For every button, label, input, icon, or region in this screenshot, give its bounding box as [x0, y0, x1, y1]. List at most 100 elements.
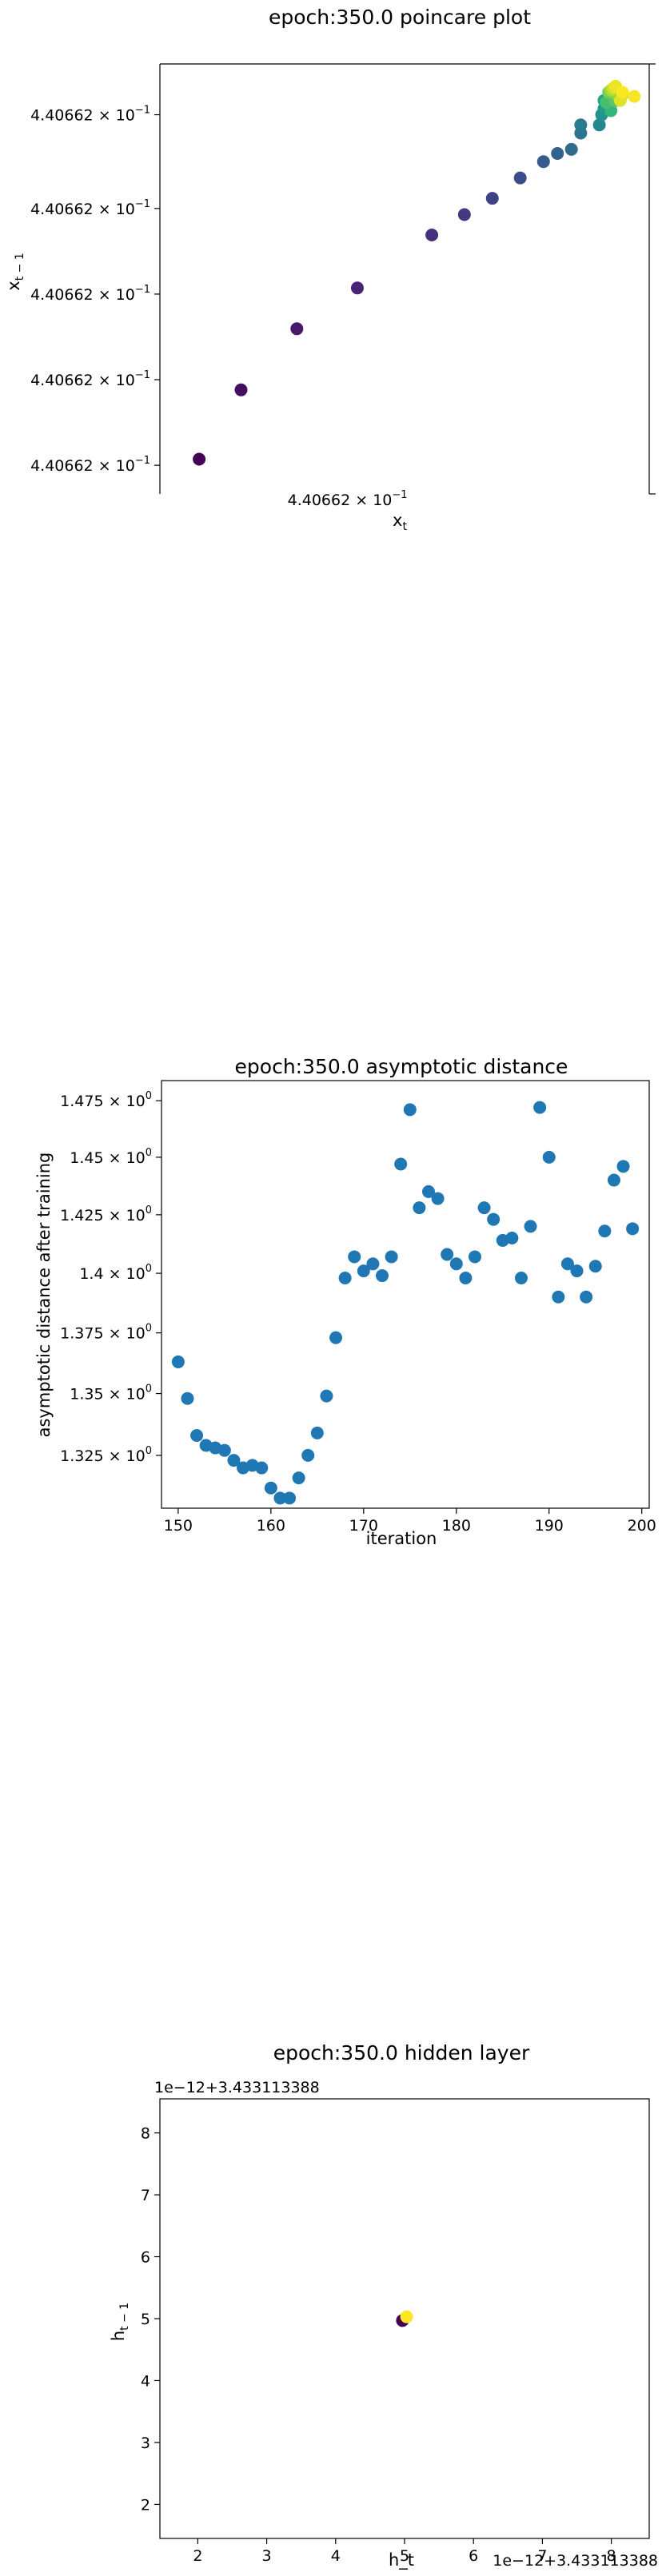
- chart-title: epoch:350.0 hidden layer: [273, 2041, 530, 2064]
- data-point: [457, 208, 471, 221]
- data-point: [193, 452, 206, 466]
- data-point: [487, 1212, 501, 1226]
- data-point: [310, 1426, 324, 1439]
- data-point: [376, 1269, 389, 1283]
- y-tick-label: 7: [141, 2187, 150, 2204]
- y-tick-label: 1.325 × 100: [60, 1445, 152, 1465]
- asymptotic-distance-chart: epoch:350.0 asymptotic distance 150 160 17…: [34, 1055, 656, 1548]
- data-point: [598, 1224, 612, 1238]
- x-axis-label: xt: [393, 511, 407, 533]
- x-tick-label: 2: [193, 2547, 202, 2565]
- data-point: [505, 1231, 519, 1244]
- data-point: [536, 155, 550, 169]
- data-point: [320, 1389, 333, 1403]
- data-point: [385, 1250, 398, 1264]
- y-axis-label: ht − 1: [109, 2303, 131, 2341]
- asymptotic-ticks: 150 160 170 180 190 200 1.325 × 100 1.35 × 100 1…: [60, 1090, 656, 1535]
- data-point: [190, 1428, 204, 1442]
- y-offset-label: 1e−12+3.433113388: [154, 2079, 320, 2096]
- y-tick-label: 4.40662 × 10−1: [30, 455, 150, 475]
- x-tick-label: 200: [628, 1517, 656, 1535]
- x-tick-label: 4: [331, 2547, 341, 2565]
- y-axis-label: xt − 1: [4, 253, 26, 290]
- data-point: [485, 192, 499, 205]
- data-point: [301, 1448, 315, 1462]
- y-tick-label: 8: [141, 2125, 150, 2143]
- data-point: [616, 86, 629, 99]
- poincare-axes: [159, 63, 656, 495]
- y-tick-label: 1.375 × 100: [60, 1323, 152, 1343]
- hidden-ticks: 2 3 4 5 6 7 8 2 3 4 5 6 7 8: [141, 2125, 616, 2565]
- data-point: [357, 1264, 370, 1278]
- data-point: [234, 383, 248, 396]
- data-point: [329, 1331, 343, 1344]
- x-tick-label: 180: [442, 1517, 471, 1535]
- y-tick-label: 3: [141, 2435, 150, 2452]
- data-point: [588, 1260, 602, 1273]
- chart-title: epoch:350.0 poincare plot: [269, 6, 531, 29]
- y-tick-label: 4.40662 × 10−1: [30, 198, 150, 218]
- data-point: [338, 1272, 352, 1285]
- data-point: [431, 1192, 445, 1205]
- x-tick-label: 160: [257, 1517, 285, 1535]
- y-tick-label: 5: [141, 2311, 150, 2328]
- y-axis-label: asymptotic distance after training: [34, 1153, 54, 1438]
- x-tick-label: 5: [400, 2547, 409, 2565]
- data-point: [421, 1184, 435, 1198]
- x-tick-label: 6: [469, 2547, 478, 2565]
- data-point: [477, 1201, 491, 1215]
- data-point: [413, 1201, 426, 1215]
- y-tick-label: 2: [141, 2496, 150, 2514]
- data-point: [552, 1290, 565, 1304]
- y-tick-label: 1.35 × 100: [70, 1384, 152, 1403]
- data-point: [283, 1491, 297, 1505]
- data-point: [403, 1103, 417, 1117]
- data-point: [533, 1101, 547, 1114]
- data-point: [441, 1248, 454, 1261]
- data-point: [560, 1257, 574, 1271]
- data-point: [350, 281, 364, 295]
- x-tick-label: 4.40662 × 10−1: [288, 489, 408, 509]
- data-point: [592, 118, 606, 132]
- data-point: [171, 1355, 185, 1368]
- y-tick-label: 1.475 × 100: [60, 1090, 152, 1110]
- data-point: [273, 1491, 287, 1505]
- data-point: [551, 147, 564, 160]
- data-point: [400, 2310, 413, 2323]
- data-point: [181, 1392, 194, 1405]
- data-point: [564, 142, 578, 156]
- data-point: [227, 1454, 241, 1467]
- data-point: [366, 1257, 380, 1271]
- hidden-layer-chart: epoch:350.0 hidden layer 1e−12+3.4331133…: [109, 2041, 658, 2570]
- data-point: [542, 1150, 556, 1164]
- y-tick-label: 4.40662 × 10−1: [30, 369, 150, 389]
- y-tick-label: 1.4 × 100: [79, 1263, 152, 1283]
- x-tick-label: 3: [262, 2547, 272, 2565]
- data-point: [607, 1173, 620, 1187]
- data-point: [468, 1250, 481, 1264]
- x-axis-label: h_t: [389, 2550, 414, 2570]
- data-point: [292, 1471, 305, 1485]
- x-offset-label: 1e−12+3.433113388: [493, 2552, 658, 2570]
- data-point: [580, 1290, 593, 1304]
- data-point: [255, 1461, 269, 1475]
- data-point: [264, 1481, 277, 1495]
- poincare-points: [193, 79, 641, 466]
- data-point: [628, 90, 641, 103]
- data-point: [574, 118, 588, 132]
- chart-title: epoch:350.0 asymptotic distance: [235, 1055, 568, 1078]
- x-tick-label: 170: [349, 1517, 378, 1535]
- data-point: [290, 322, 304, 336]
- data-point: [570, 1264, 584, 1278]
- data-point: [616, 1160, 630, 1173]
- asymptotic-points: [171, 1101, 640, 1505]
- poincare-chart: epoch:350.0 poincare plot 4.40662 × 10−1…: [4, 6, 656, 533]
- y-tick-label: 4: [141, 2372, 150, 2390]
- data-point: [217, 1443, 231, 1457]
- x-tick-label: 150: [164, 1517, 193, 1535]
- data-point: [626, 1222, 640, 1236]
- x-axis-label: iteration: [366, 1529, 437, 1548]
- data-point: [449, 1257, 463, 1271]
- y-tick-label: 1.425 × 100: [60, 1204, 152, 1224]
